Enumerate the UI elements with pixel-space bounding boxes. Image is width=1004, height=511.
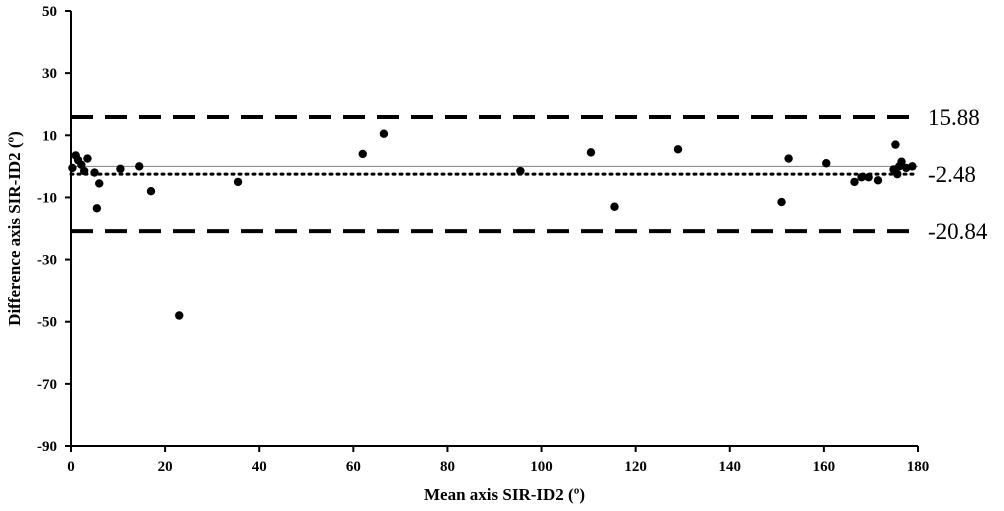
- y-tick-label: 30: [42, 66, 57, 82]
- data-point: [146, 187, 156, 196]
- y-axis-title: Difference axis SIR-ID2 (º): [5, 131, 24, 326]
- data-point: [586, 148, 596, 157]
- x-tick-label: 120: [624, 459, 647, 475]
- data-points: [68, 129, 917, 320]
- data-point: [897, 157, 906, 166]
- x-axis-ticks: 0 20 40 60 80 100 120 140 160 180: [67, 446, 929, 475]
- data-point: [850, 177, 859, 187]
- y-tick-label: 10: [42, 128, 57, 144]
- data-point: [83, 154, 92, 163]
- data-point: [175, 311, 184, 320]
- data-point: [116, 164, 125, 174]
- y-tick-label: -90: [37, 439, 57, 455]
- data-point: [516, 166, 525, 176]
- reference-lines: 15.88 -2.48 -20.84: [69, 105, 988, 244]
- data-point: [777, 197, 786, 207]
- x-tick-label: 180: [907, 459, 930, 475]
- data-point: [379, 129, 389, 138]
- x-tick-label: 0: [67, 459, 75, 475]
- data-point: [90, 168, 99, 177]
- y-tick-label: -70: [37, 377, 57, 393]
- data-point: [822, 159, 831, 168]
- y-tick-label: -50: [37, 315, 57, 331]
- x-tick-label: 80: [440, 459, 455, 475]
- data-point: [358, 149, 367, 159]
- y-axis-ticks: 50 30 10 -10 -30 -50 -70 -90: [37, 4, 71, 455]
- x-tick-label: 140: [719, 459, 742, 475]
- y-tick-label: -30: [37, 253, 57, 269]
- reference-line-label: -2.48: [928, 162, 976, 187]
- data-point: [79, 166, 89, 176]
- x-axis-title: Mean axis SIR-ID2 (º): [424, 485, 585, 504]
- x-tick-label: 100: [530, 459, 553, 475]
- data-point: [95, 179, 104, 188]
- data-point: [673, 145, 683, 154]
- data-point: [135, 162, 144, 171]
- data-point: [893, 169, 902, 179]
- data-point: [784, 154, 793, 163]
- data-point: [68, 163, 77, 173]
- data-point: [233, 177, 243, 187]
- x-tick-label: 40: [252, 459, 267, 475]
- data-point: [857, 173, 866, 182]
- data-point: [891, 140, 900, 149]
- data-point: [864, 173, 873, 182]
- data-point: [908, 162, 917, 171]
- data-point: [610, 202, 619, 211]
- data-point: [92, 204, 102, 213]
- y-tick-label: 50: [42, 4, 57, 20]
- data-point: [873, 176, 883, 185]
- x-tick-label: 60: [346, 459, 361, 475]
- reference-line-label: 15.88: [928, 105, 980, 130]
- reference-line-label: -20.84: [928, 219, 988, 244]
- y-tick-label: -10: [37, 190, 57, 206]
- x-tick-label: 20: [158, 459, 173, 475]
- x-tick-label: 160: [813, 459, 836, 475]
